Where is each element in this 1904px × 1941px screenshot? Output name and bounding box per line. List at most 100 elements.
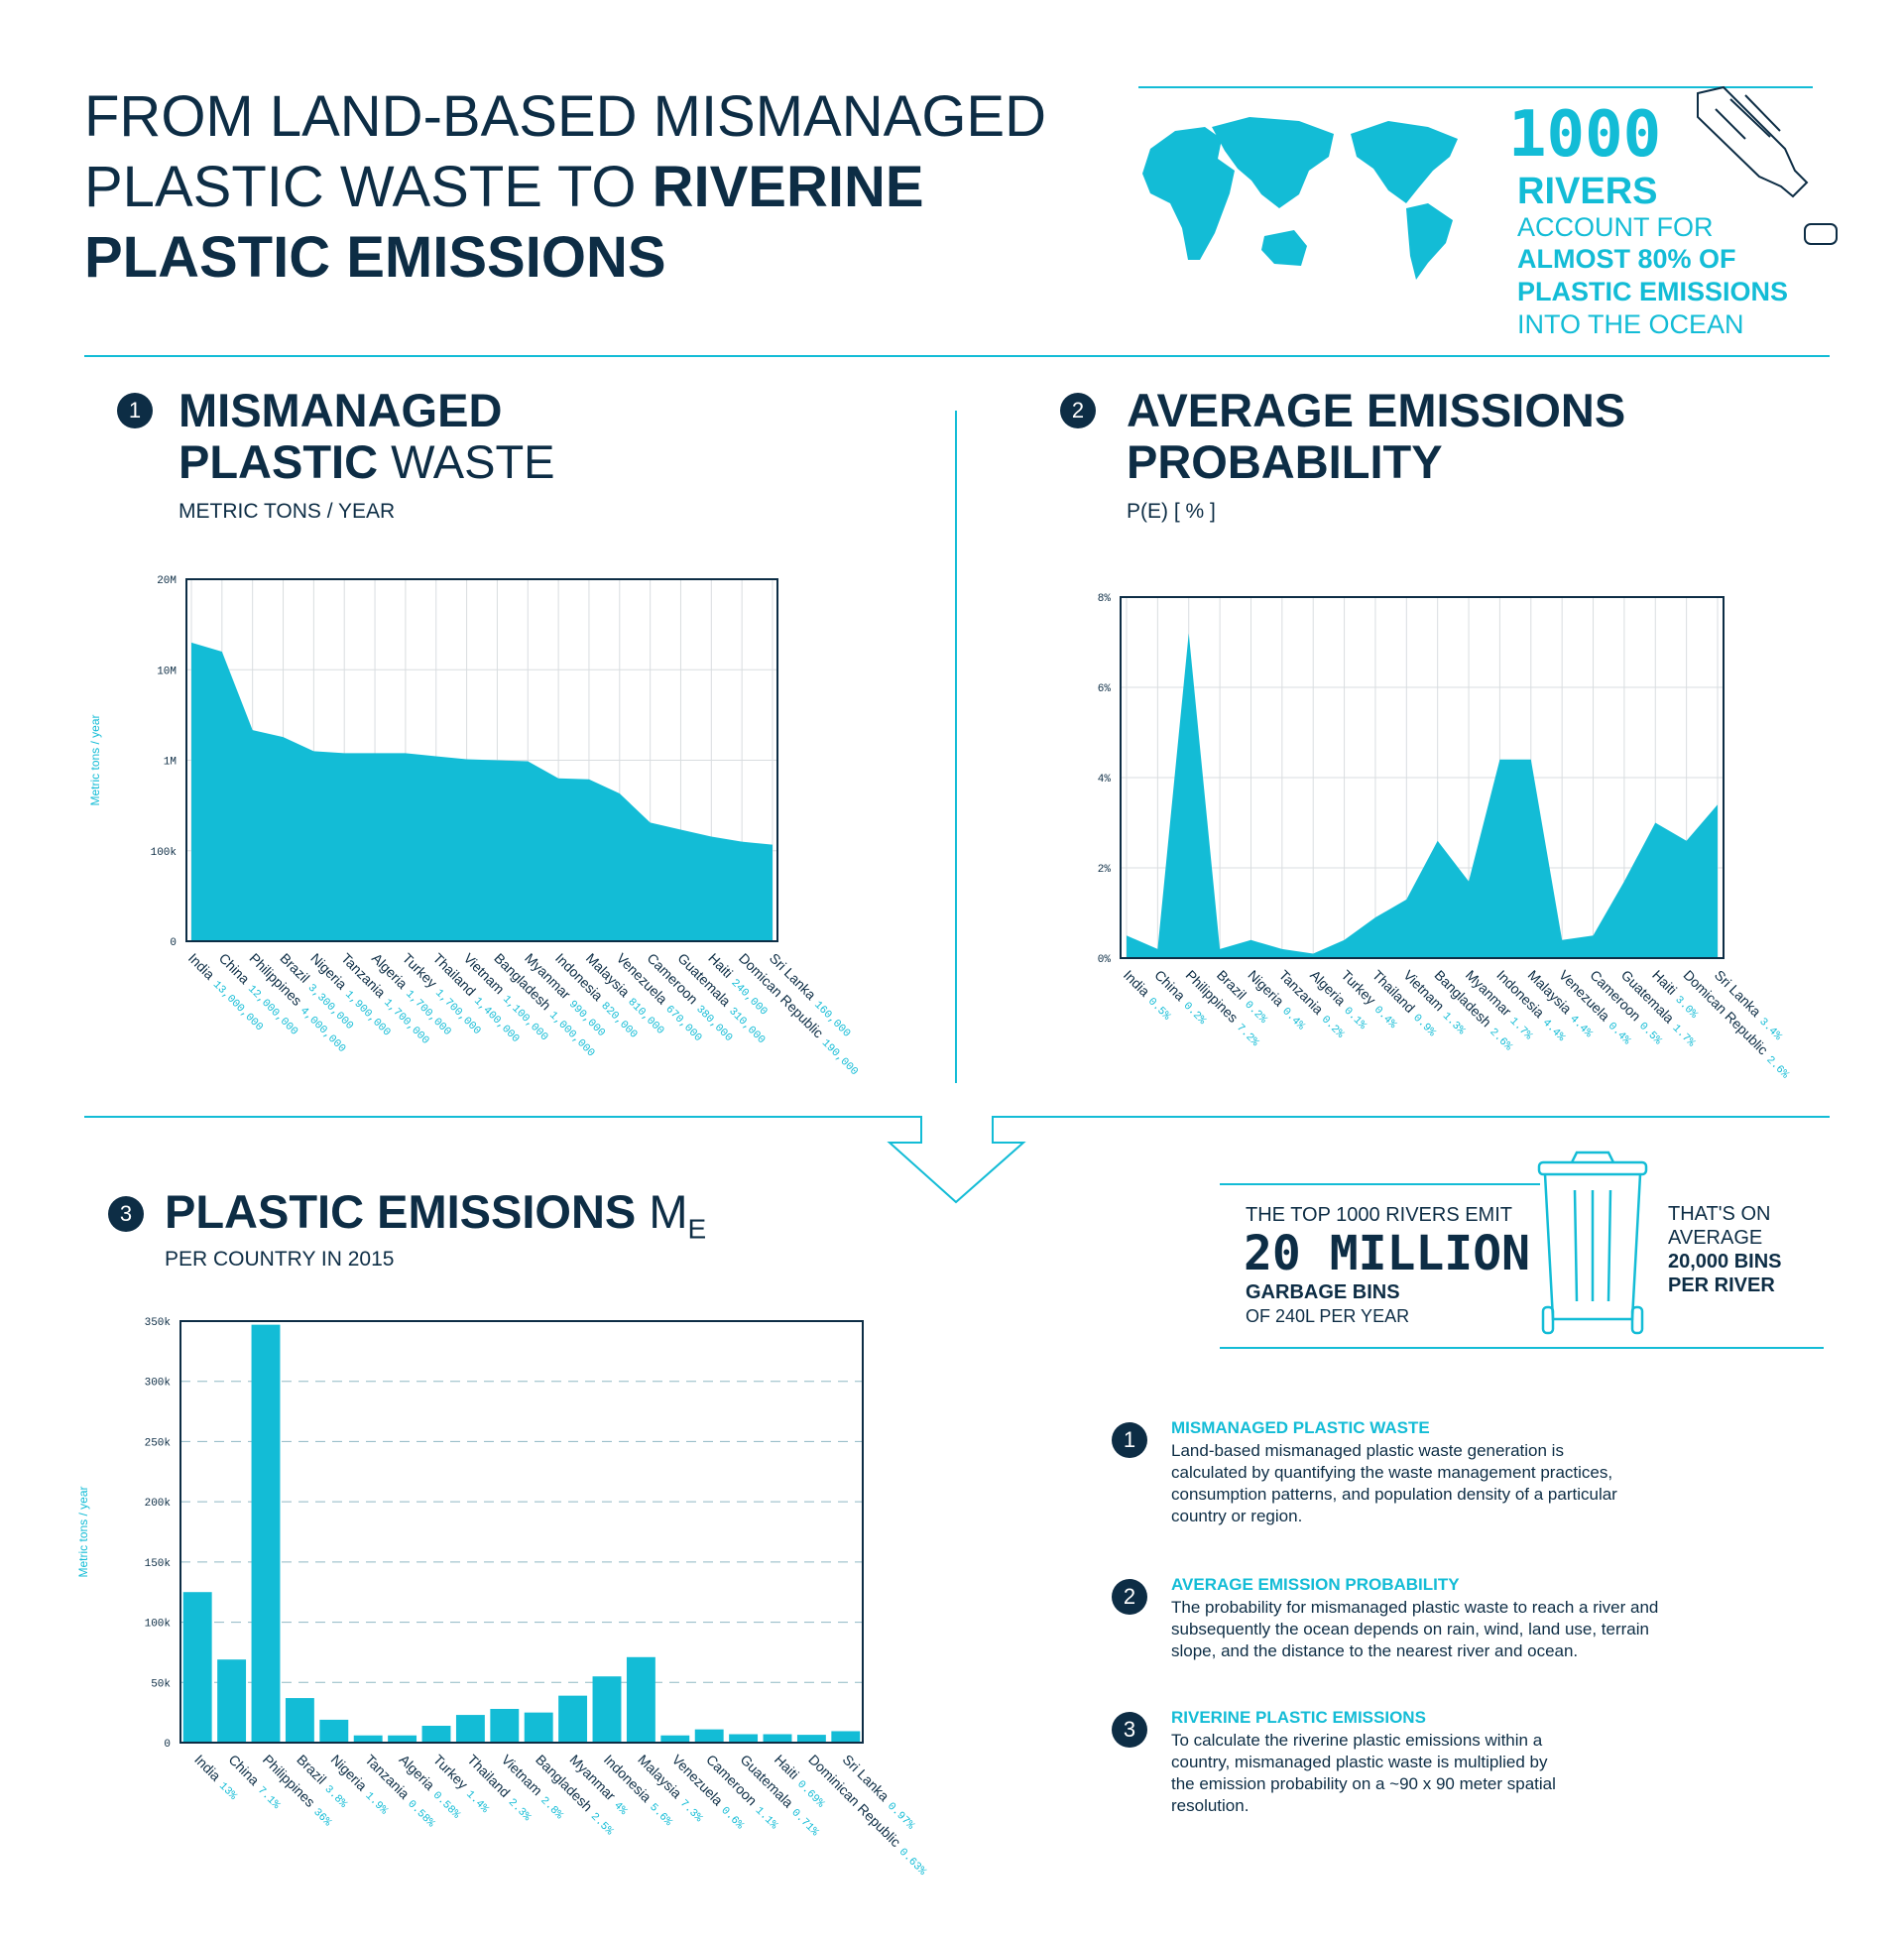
value-label: 0.2% xyxy=(1181,1000,1208,1027)
bar xyxy=(388,1735,417,1743)
y-tick-label: 50k xyxy=(151,1678,171,1690)
section-title: AVERAGE EMISSIONS PROBABILITY xyxy=(1127,385,1682,488)
value-label: 0.1% xyxy=(1341,1005,1368,1031)
y-tick-label: 4% xyxy=(1098,774,1112,786)
note-line: country or region. xyxy=(1171,1507,1303,1525)
value-label: 4% xyxy=(611,1800,629,1818)
value-label: 4.4% xyxy=(1567,1014,1594,1040)
note-heading: RIVERINE PLASTIC EMISSIONS xyxy=(1171,1708,1426,1727)
bar xyxy=(421,1726,451,1743)
bar xyxy=(558,1695,588,1743)
category: India xyxy=(191,1752,224,1784)
value-label: 0.69% xyxy=(794,1778,826,1810)
bins-average: PER RIVER xyxy=(1668,1274,1775,1296)
category: China xyxy=(225,1752,262,1788)
value-label: 1.4% xyxy=(463,1788,490,1815)
value-label: 7.2% xyxy=(1234,1022,1260,1048)
bar xyxy=(217,1659,247,1743)
bin-icon xyxy=(1537,1151,1648,1335)
area xyxy=(1127,633,1718,958)
bins-detail: OF 240L PER YEAR xyxy=(1246,1306,1410,1326)
section-number: 2 xyxy=(1060,393,1096,428)
plot-frame xyxy=(1120,596,1725,959)
value-label: 0.63% xyxy=(896,1847,928,1879)
bar xyxy=(455,1715,485,1743)
bar xyxy=(251,1324,281,1743)
value-label: 4.4% xyxy=(1540,1018,1567,1044)
y-tick-label: 0 xyxy=(164,1739,171,1751)
value-label: 0.9% xyxy=(1410,1013,1437,1039)
title-line: PLASTIC WASTE TO xyxy=(84,155,637,219)
y-tick-label: 350k xyxy=(145,1317,172,1329)
arrow-divider xyxy=(84,1116,1830,1204)
y-tick-label: 200k xyxy=(145,1498,172,1510)
value-label: 1.7% xyxy=(1670,1023,1697,1049)
value-label: 0.5% xyxy=(1145,996,1172,1023)
category: India xyxy=(1121,967,1153,1000)
bar xyxy=(319,1719,349,1743)
bins-unit: GARBAGE BINS xyxy=(1246,1281,1400,1303)
value-label: 13% xyxy=(216,1780,239,1803)
note-line: slope, and the distance to the nearest r… xyxy=(1171,1641,1579,1660)
bar xyxy=(831,1731,861,1743)
bins-average: THAT'S ON xyxy=(1668,1203,1771,1225)
section-number: 1 xyxy=(117,393,153,428)
value-label: 0.2% xyxy=(1319,1014,1346,1040)
title-line: PLASTIC EMISSIONS xyxy=(84,225,666,290)
bar xyxy=(490,1709,520,1743)
y-tick-label: 1M xyxy=(164,757,177,769)
title-light: M xyxy=(649,1185,688,1238)
title-bold: AVERAGE EMISSIONS PROBABILITY xyxy=(1127,384,1626,488)
value-label: 1,900,000 xyxy=(342,989,393,1039)
value-label: 1.3% xyxy=(1440,1011,1467,1037)
value-label: 0.4% xyxy=(1279,1006,1306,1032)
value-label: 0.6% xyxy=(718,1805,745,1832)
bar xyxy=(694,1729,724,1743)
section-subtitle: METRIC TONS / YEAR xyxy=(178,500,396,523)
world-map xyxy=(1142,117,1458,280)
note-heading: AVERAGE EMISSION PROBABILITY xyxy=(1171,1575,1460,1594)
note-line: the emission probability on a ~90 x 90 m… xyxy=(1171,1774,1556,1793)
title-light: WASTE xyxy=(391,435,555,488)
value-label: 2.8% xyxy=(537,1795,564,1822)
title-line: FROM LAND-BASED MISMANAGED xyxy=(84,84,1046,149)
bins-average: 20,000 BINS xyxy=(1668,1251,1782,1273)
note-line: resolution. xyxy=(1171,1796,1250,1815)
value-label: 0.4% xyxy=(1371,1004,1398,1031)
note-line: To calculate the riverine plastic emissi… xyxy=(1171,1731,1543,1750)
y-tick-label: 2% xyxy=(1098,864,1112,876)
note-line: The probability for mismanaged plastic w… xyxy=(1171,1598,1659,1617)
bottle-icon xyxy=(1697,85,1838,245)
note-line: calculated by quantifying the waste mana… xyxy=(1171,1463,1613,1482)
value-label: 0.71% xyxy=(788,1807,820,1839)
value-label: 0.2% xyxy=(1242,999,1268,1026)
section-subtitle: PER COUNTRY IN 2015 xyxy=(165,1248,395,1271)
callout-line: ACCOUNT FOR xyxy=(1517,212,1714,242)
y-tick-label: 20M xyxy=(157,575,177,587)
category: India xyxy=(185,950,218,983)
bar xyxy=(182,1592,212,1743)
value-label: 5.6% xyxy=(647,1802,673,1829)
bar xyxy=(763,1734,792,1743)
bar xyxy=(796,1735,826,1743)
section-title: PLASTIC EMISSIONS ME xyxy=(165,1186,706,1255)
title-subscript: E xyxy=(687,1213,707,1245)
title-bold: MISMANAGED PLASTIC xyxy=(178,384,503,488)
y-tick-label: 250k xyxy=(145,1437,172,1449)
value-label: 1.1% xyxy=(753,1805,779,1832)
value-label: 2.5% xyxy=(588,1811,615,1838)
value-label: 3.8% xyxy=(322,1783,349,1810)
value-label: 0.5% xyxy=(1636,1021,1663,1047)
bar xyxy=(729,1734,759,1743)
callout-line: PLASTIC EMISSIONS xyxy=(1517,277,1789,306)
y-tick-label: 6% xyxy=(1098,683,1112,695)
area xyxy=(191,642,773,941)
y-tick-label: 10M xyxy=(157,666,177,677)
bins-average: AVERAGE xyxy=(1668,1227,1763,1249)
bar xyxy=(592,1676,622,1743)
value-label: 1.7% xyxy=(1507,1016,1534,1042)
note-line: consumption patterns, and population den… xyxy=(1171,1485,1617,1504)
value-label: 2.6% xyxy=(1487,1027,1513,1053)
